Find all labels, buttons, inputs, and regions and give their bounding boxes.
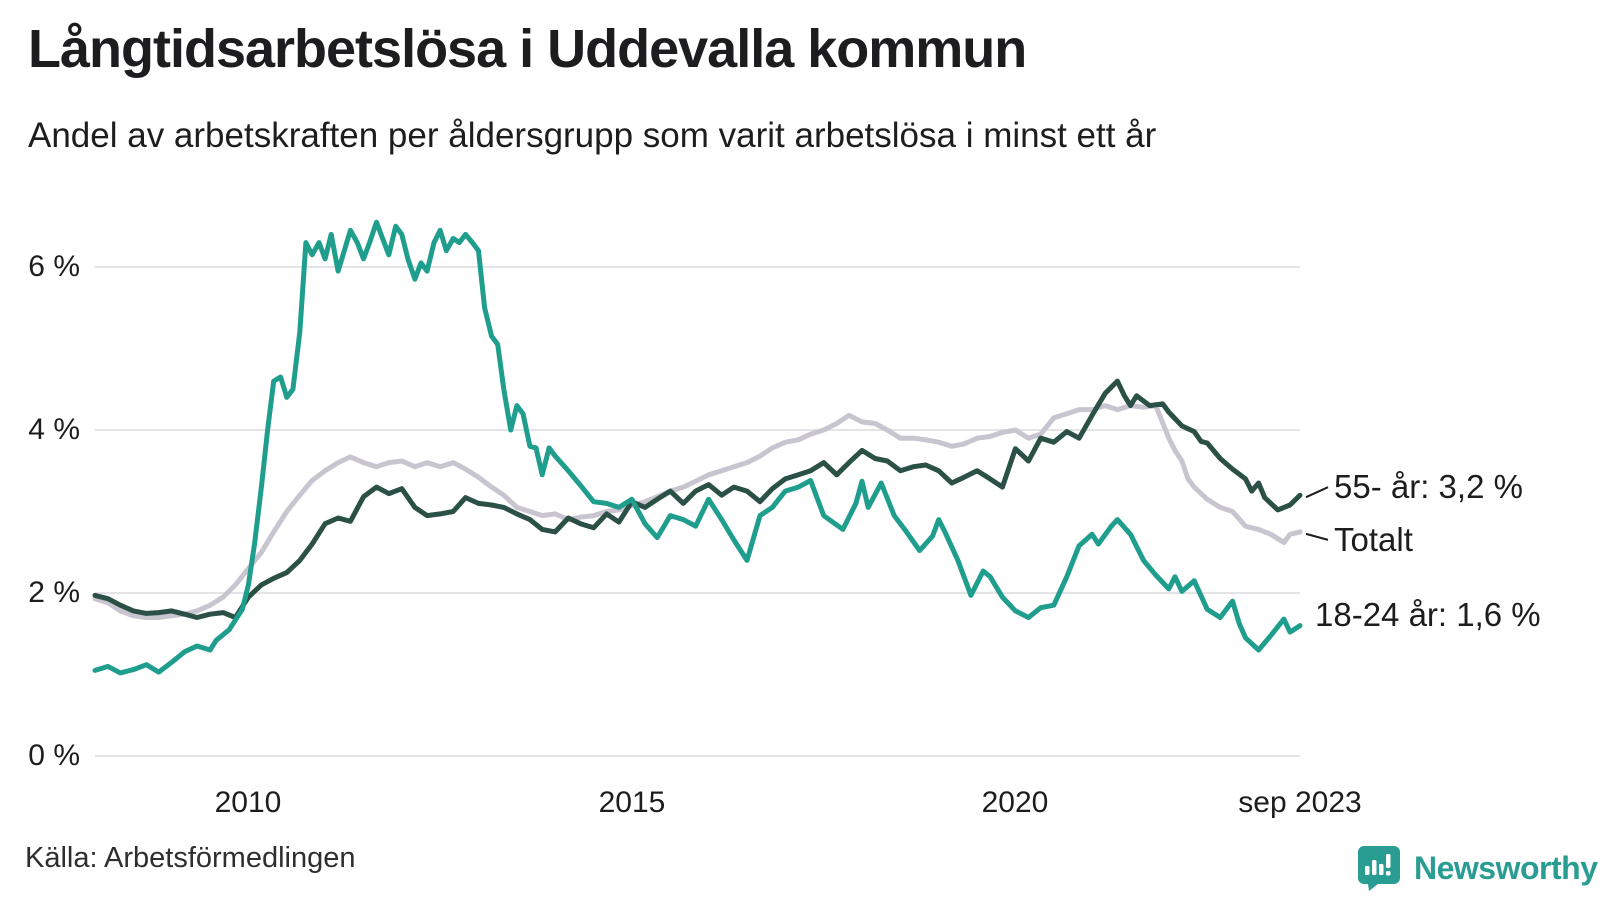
- page-title: Långtidsarbetslösa i Uddevalla kommun: [28, 19, 1027, 79]
- leader-line-total: [1305, 532, 1329, 541]
- series-line-55-r: [92, 378, 1303, 620]
- series-label-18-24: 18-24 år: 1,6 %: [1315, 595, 1541, 633]
- chart-subtitle: Andel av arbetskraften per åldersgrupp s…: [28, 116, 1157, 155]
- x-tick-label: 2020: [981, 786, 1049, 819]
- leader-line-55plus: [1305, 486, 1329, 499]
- y-tick-label: 6 %: [28, 250, 80, 283]
- x-tick-label: sep 2023: [1238, 786, 1362, 819]
- series-line-18-24-r: [92, 219, 1303, 676]
- newsworthy-logo: Newsworthy: [1356, 845, 1598, 891]
- y-tick-label: 4 %: [28, 413, 80, 446]
- y-tick-label: 0 %: [28, 739, 80, 772]
- newsworthy-logo-text: Newsworthy: [1414, 849, 1598, 886]
- x-tick-label: 2010: [214, 786, 282, 819]
- series-line-totalt: [92, 403, 1303, 620]
- y-tick-label: 2 %: [28, 576, 80, 609]
- x-tick-label: 2015: [598, 786, 666, 819]
- series-label-55plus: 55- år: 3,2 %: [1334, 468, 1523, 506]
- source-note: Källa: Arbetsförmedlingen: [25, 842, 356, 874]
- newsworthy-logo-icon: [1358, 846, 1400, 891]
- series-label-total: Totalt: [1334, 520, 1413, 558]
